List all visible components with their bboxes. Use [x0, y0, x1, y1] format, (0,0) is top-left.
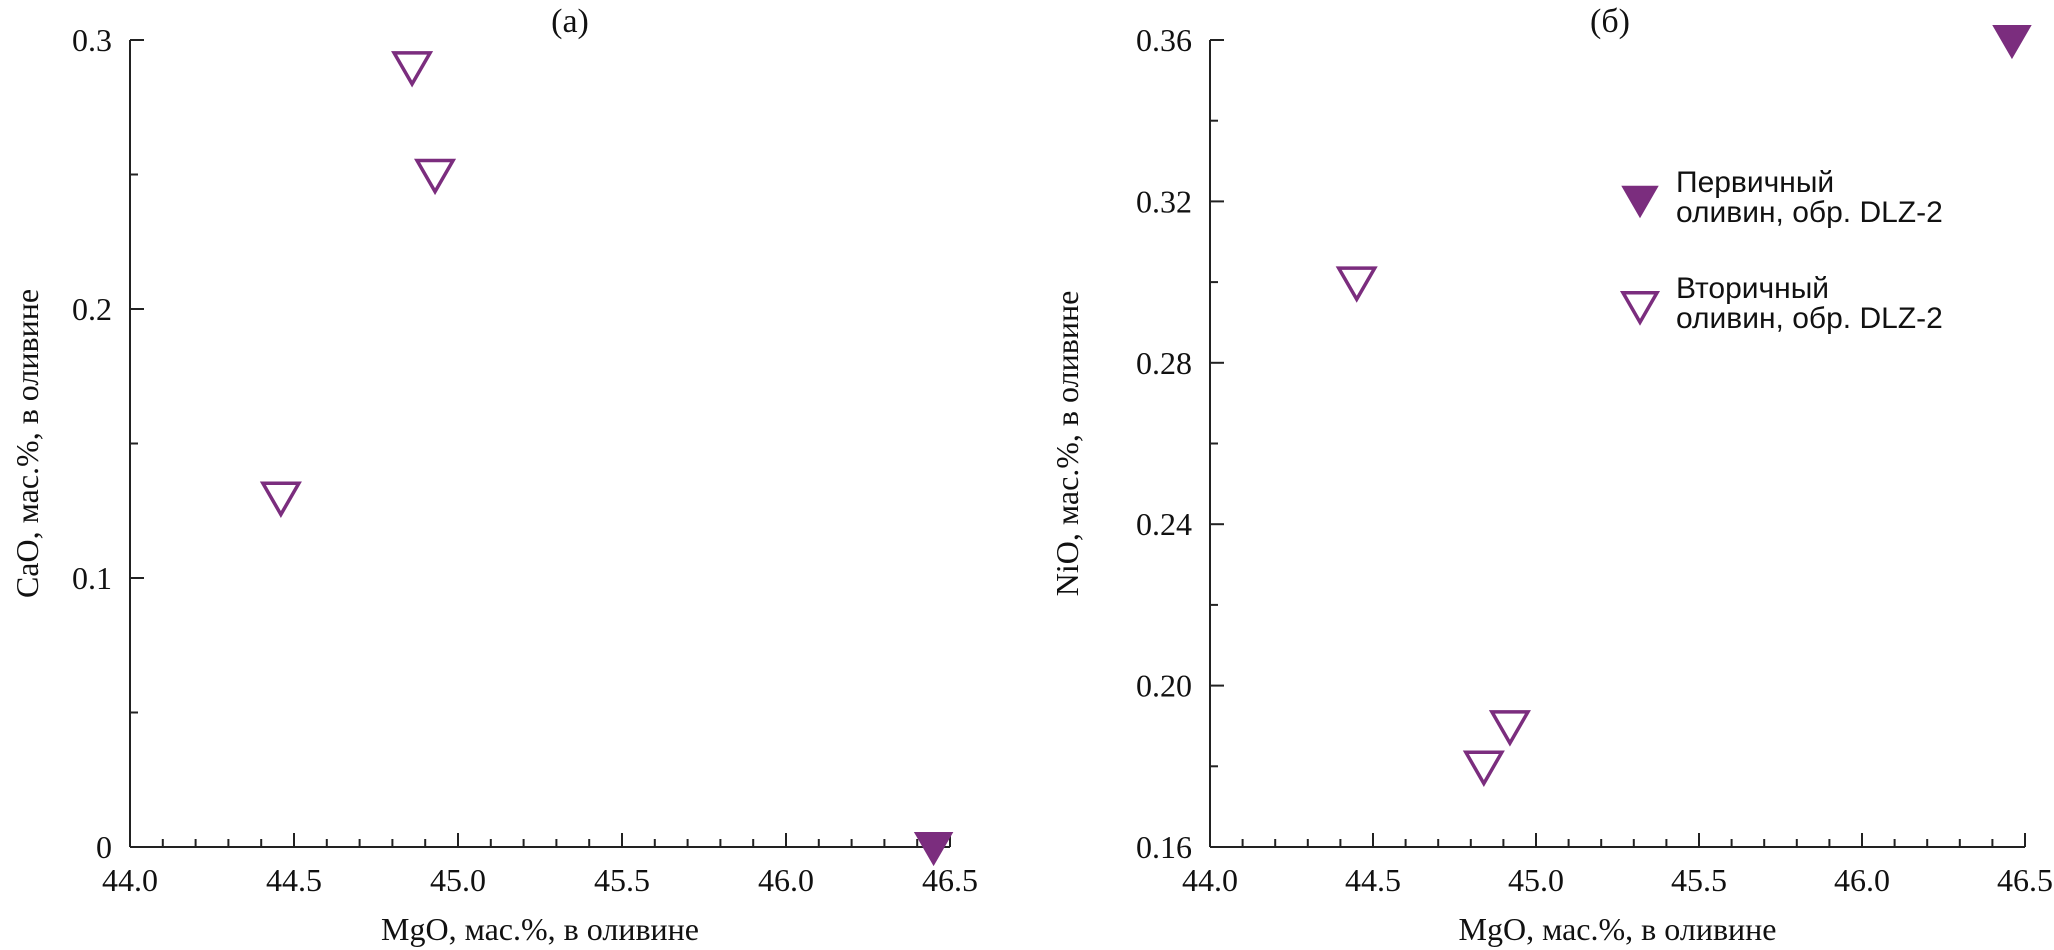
y-tick-label: 0.28 [1136, 345, 1192, 381]
x-tick-label: 44.0 [102, 862, 158, 898]
x-tick-label: 46.5 [1997, 862, 2053, 898]
legend-label-line1: Первичный [1676, 166, 1834, 199]
data-point-secondary-olivine [391, 51, 434, 88]
x-axis-title: MgO, мас.%, в оливине [381, 911, 699, 947]
x-axis-title: MgO, мас.%, в оливине [1459, 911, 1777, 947]
data-point-secondary-olivine [1488, 710, 1531, 747]
x-tick-label: 44.0 [1182, 862, 1238, 898]
y-tick-label: 0.32 [1136, 183, 1192, 219]
y-tick-label: 0.24 [1136, 506, 1192, 542]
y-axis-title: CaO, мас.%, в оливине [9, 289, 45, 598]
legend-label-line2: оливин, обр. DLZ-2 [1676, 302, 1943, 335]
panel-title: (а) [551, 3, 589, 40]
data-point-secondary-olivine [1335, 266, 1378, 303]
x-tick-label: 46.5 [922, 862, 978, 898]
y-tick-label: 0.1 [72, 560, 112, 596]
y-axis-title: NiO, мас.%, в оливине [1049, 291, 1085, 597]
chart-panel-a: 44.0 44.5 45.0 45.5 46.0 46.5 0 0.1 0.2 0.3 (а) MgO… [9, 3, 978, 947]
legend-marker-primary [1621, 185, 1659, 219]
legend-label-line2: оливин, обр. DLZ-2 [1676, 196, 1943, 229]
x-tick-label: 44.5 [1345, 862, 1401, 898]
legend-label-line1: Вторичный [1676, 272, 1829, 305]
y-tick-label: 0.16 [1136, 829, 1192, 865]
data-point-secondary-olivine [414, 158, 457, 196]
x-tick-label: 45.0 [430, 862, 486, 898]
x-tick-label: 45.5 [1671, 862, 1727, 898]
x-tick-label: 44.5 [266, 862, 322, 898]
data-point-primary-olivine [1992, 24, 2032, 60]
data-point-secondary-olivine [1462, 750, 1505, 787]
y-tick-label: 0.20 [1136, 668, 1192, 704]
y-tick-label: 0.36 [1136, 22, 1192, 58]
legend-marker-secondary [1619, 291, 1661, 326]
y-tick-label: 0 [96, 829, 112, 865]
x-tick-label: 46.0 [1834, 862, 1890, 898]
chart-panel-b: 44.0 44.5 45.0 45.5 46.0 46.5 0.16 0.20 0.24 0.28… [1049, 3, 2053, 947]
x-tick-label: 45.0 [1508, 862, 1564, 898]
x-tick-label: 45.5 [594, 862, 650, 898]
data-point-primary-olivine [913, 831, 954, 867]
y-tick-label: 0.3 [72, 22, 112, 58]
data-point-secondary-olivine [259, 481, 302, 518]
x-tick-label: 46.0 [758, 862, 814, 898]
y-tick-label: 0.2 [72, 291, 112, 327]
panel-title: (б) [1590, 3, 1630, 40]
